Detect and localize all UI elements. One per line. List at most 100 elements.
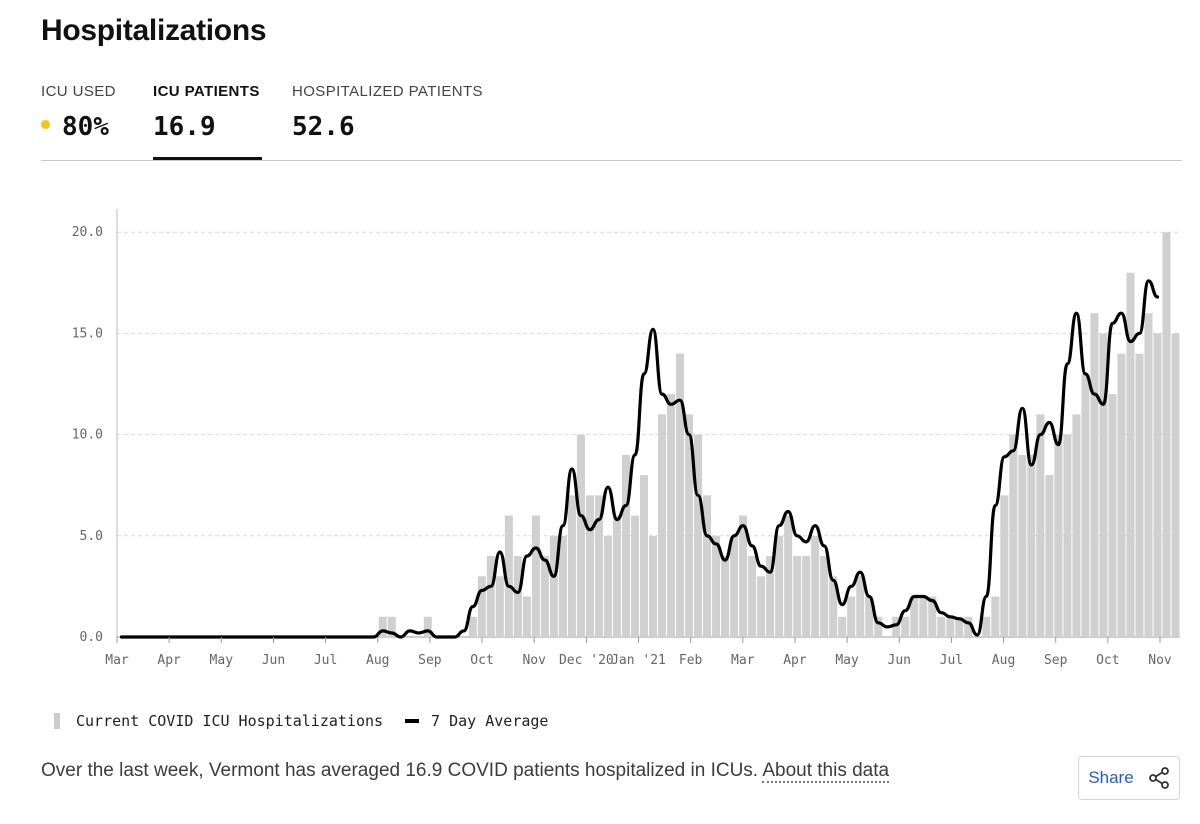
x-tick-label: Aug (992, 653, 1015, 668)
tab-value: 52.6 (292, 112, 355, 142)
share-icon (1148, 767, 1169, 789)
share-label: Share (1088, 768, 1134, 787)
bar (621, 454, 630, 637)
bar (919, 596, 928, 637)
x-tick-label: Apr (783, 653, 807, 668)
bar (612, 515, 621, 637)
x-tick-label: Jan '21 (611, 653, 666, 668)
status-dot-icon (41, 120, 50, 129)
x-tick-label: Apr (157, 653, 181, 668)
bar (865, 596, 874, 637)
tab-label: ICU PATIENTS (153, 83, 260, 100)
y-axis: 0.0 5.0 10.0 15.0 20.0 (72, 209, 118, 645)
bar (928, 596, 937, 637)
about-data-link[interactable]: About this data (762, 760, 890, 783)
bar (495, 576, 504, 637)
x-tick-label: Oct (1096, 653, 1119, 668)
share-button[interactable]: Share (1078, 756, 1180, 800)
bar (874, 616, 883, 637)
x-tick-label: Sep (418, 653, 442, 668)
bar (955, 616, 964, 637)
bar (766, 556, 775, 637)
icu-patients-chart: 0.0 5.0 10.0 15.0 20.0 Mar Apr May Jun Jul Aug Sep… (72, 209, 1180, 668)
bar (477, 576, 486, 637)
bar (423, 616, 432, 637)
bar (1072, 414, 1081, 637)
bar (603, 535, 612, 637)
line-series (119, 279, 1160, 639)
bar (811, 535, 820, 637)
bar (522, 596, 531, 637)
seven-day-average-line (119, 279, 1160, 639)
x-tick-label: Sep (1044, 653, 1068, 668)
bar (982, 616, 991, 637)
bar (802, 556, 811, 637)
bar (1153, 333, 1162, 637)
bar (730, 535, 739, 637)
bar (1144, 313, 1153, 637)
bar (1126, 272, 1135, 637)
y-tick-label: 10.0 (72, 428, 103, 443)
x-tick-label: Nov (1148, 653, 1172, 668)
x-tick-label: May (835, 653, 859, 668)
bar (1054, 434, 1063, 637)
bar (468, 616, 477, 637)
bar (946, 616, 955, 637)
bar (793, 556, 802, 637)
bar (1000, 495, 1009, 637)
bar (937, 616, 946, 637)
bar (649, 535, 658, 637)
bar (838, 616, 847, 637)
bar (630, 515, 639, 637)
tab-icu-used[interactable]: ICU USED 80% (41, 80, 133, 159)
legend-line-swatch (405, 719, 420, 723)
bar (910, 596, 919, 637)
bar (964, 616, 973, 637)
tab-value: 80% (41, 112, 133, 142)
tab-value: 16.9 (153, 112, 216, 142)
bar (712, 535, 721, 637)
chart-legend: Current COVID ICU Hospitalizations 7 Day… (54, 712, 548, 730)
page-title: Hospitalizations (41, 14, 267, 47)
bar (1117, 353, 1126, 637)
icu-used-value: 80% (62, 112, 109, 142)
y-tick-label: 0.0 (80, 630, 103, 645)
bar (1081, 373, 1090, 637)
legend-bars-label: Current COVID ICU Hospitalizations (76, 712, 384, 730)
bar (567, 495, 576, 637)
bar (1018, 454, 1027, 637)
bar (378, 616, 387, 637)
bar (748, 556, 757, 637)
bar (504, 515, 513, 637)
chart-caption: Over the last week, Vermont has averaged… (41, 760, 890, 783)
bar (576, 434, 585, 637)
bar (540, 556, 549, 637)
x-tick-label: Dec '20 (559, 653, 614, 668)
x-tick-label: Jun (262, 653, 285, 668)
bar (1090, 313, 1099, 637)
legend-bar-swatch (54, 713, 60, 729)
tab-icu-patients[interactable]: ICU PATIENTS 16.9 (153, 80, 262, 160)
bar (784, 515, 793, 637)
caption-text: Over the last week, Vermont has averaged… (41, 760, 759, 781)
bar (387, 616, 396, 637)
bar (1063, 434, 1072, 637)
bar (658, 414, 667, 637)
tab-hospitalized-patients[interactable]: HOSPITALIZED PATIENTS 52.6 (292, 80, 502, 159)
legend-line-label: 7 Day Average (431, 712, 549, 730)
bar (486, 556, 495, 637)
bar (667, 394, 676, 637)
y-tick-label: 5.0 (80, 529, 103, 544)
bar (549, 535, 558, 637)
x-tick-label: Jul (314, 653, 337, 668)
bar (739, 515, 748, 637)
bar (1171, 333, 1180, 637)
y-tick-label: 20.0 (72, 225, 103, 240)
x-tick-label: Mar (731, 653, 755, 668)
bar (757, 576, 766, 637)
bar (1045, 475, 1054, 637)
bar (585, 495, 594, 637)
x-tick-label: Jun (888, 653, 911, 668)
x-tick-label: Jul (940, 653, 963, 668)
